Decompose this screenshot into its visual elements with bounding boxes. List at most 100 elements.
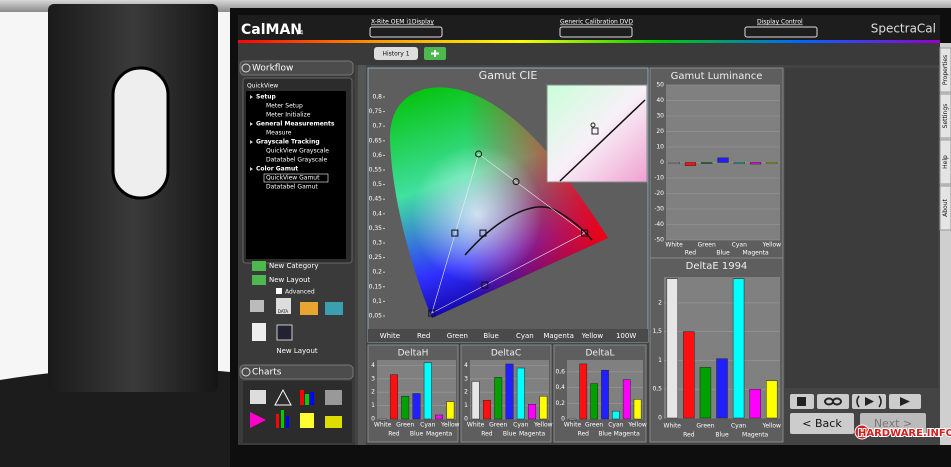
charts-title: Charts [252, 368, 282, 378]
y-tick-label: 0,5 [372, 181, 382, 188]
x-tick-label: Magenta [614, 431, 641, 438]
y-tick-label: 0,75 [369, 108, 383, 115]
chart-icon[interactable] [300, 413, 314, 428]
x-tick-label: Green [396, 422, 414, 429]
workflow-title: Workflow [252, 64, 293, 74]
y-tick-label: 0,5 [652, 386, 662, 393]
x-tick-label: Cyan [731, 423, 746, 430]
y-tick-label: 2 [464, 389, 468, 396]
bar [750, 163, 761, 165]
y-tick-label: 0,1 [372, 298, 382, 305]
bar [634, 399, 641, 419]
x-tick-label: Blue [715, 432, 729, 439]
bar [435, 415, 442, 419]
chart-icon[interactable] [325, 416, 342, 428]
watermark: HARDWARE.INFO [858, 428, 951, 439]
x-tick-label: Cyan [513, 422, 528, 429]
y-tick-label: -50 [654, 237, 664, 244]
y-tick-label: 30 [656, 113, 664, 120]
icon-save[interactable] [277, 325, 292, 340]
x-tick-label: Red [578, 431, 590, 438]
new-layout-icon[interactable] [252, 275, 266, 285]
tree-group[interactable]: General Measurements [256, 121, 335, 128]
icon-page[interactable] [252, 323, 266, 341]
x-tick-label: Yellow [627, 422, 647, 429]
splitter[interactable] [358, 65, 366, 445]
advanced-checkbox[interactable] [276, 288, 282, 294]
x-tick-label: Red [481, 431, 493, 438]
patch-label[interactable]: Red [417, 332, 430, 340]
icon-open[interactable] [325, 302, 343, 315]
y-tick-label: 0,05 [369, 313, 383, 320]
y-tick-label: -40 [654, 221, 664, 228]
y-tick-label: -20 [654, 190, 664, 197]
chart-icon[interactable] [281, 410, 284, 428]
bar [494, 377, 501, 419]
y-tick-label: 0,45 [369, 196, 383, 203]
side-tab-label: Settings [942, 104, 949, 129]
x-tick-label: Red [683, 432, 695, 439]
tree-group[interactable]: Grayscale Tracking [256, 139, 320, 146]
tree-item[interactable]: Meter Initialize [266, 112, 311, 119]
bar [612, 411, 619, 419]
tree-item[interactable]: Measure [266, 130, 292, 137]
y-tick-label: -30 [654, 206, 664, 213]
patch-label[interactable]: 100W [616, 332, 636, 340]
new-category[interactable]: New Category [269, 262, 318, 270]
app-logo: CalMAN [241, 22, 302, 38]
tree-item[interactable]: QuickView Grayscale [266, 148, 329, 155]
side-tab-label: About [942, 198, 949, 216]
y-tick-label: 0,15 [369, 283, 383, 290]
bar [766, 163, 777, 164]
chart-icon[interactable] [250, 390, 266, 404]
y-tick-label: 0,2 [555, 400, 565, 407]
workflow-root[interactable]: QuickView [247, 83, 278, 90]
x-tick-label: Yellow [533, 422, 553, 429]
icon-print[interactable] [250, 300, 264, 312]
bar [506, 364, 513, 419]
tree-item[interactable]: Meter Setup [266, 103, 303, 110]
patch-label[interactable]: Yellow [581, 332, 604, 340]
y-tick-label: 0,6 [555, 368, 565, 375]
chart-icon[interactable] [286, 416, 289, 428]
rainbow-line [238, 40, 940, 43]
y-tick-label: 3 [464, 375, 468, 382]
patch-label[interactable]: Blue [483, 332, 499, 340]
y-tick-label: 0,65 [369, 137, 383, 144]
chart-icon[interactable] [300, 390, 304, 405]
new-layout[interactable]: New Layout [269, 276, 311, 284]
back-label: < Back [802, 417, 842, 430]
tree-item[interactable]: Datatabel Grayscale [266, 157, 328, 164]
bar [718, 158, 729, 163]
y-tick-label: 0,4 [372, 210, 382, 217]
patch-label[interactable]: Cyan [516, 332, 534, 340]
tree-group[interactable]: Color Gamut [256, 166, 298, 173]
chart-title: DeltaL [585, 349, 614, 359]
chart-title: Gamut CIE [479, 69, 538, 82]
tree-item[interactable]: Datatabel Gamut [266, 184, 318, 191]
y-tick-label: 2 [658, 299, 662, 306]
y-tick-label: -10 [654, 175, 664, 182]
bar [569, 419, 576, 420]
y-tick-label: 1 [464, 402, 468, 409]
chart-icon[interactable] [305, 394, 309, 405]
layout-icon-label: New Layout [276, 347, 318, 355]
tree-item[interactable]: QuickView Gamut [266, 175, 320, 182]
tree-group[interactable]: Setup [256, 94, 277, 101]
patch-label[interactable]: Magenta [543, 332, 574, 340]
patch-label[interactable]: Green [447, 332, 468, 340]
stop-icon [797, 397, 806, 406]
chart-icon[interactable] [310, 392, 314, 405]
icon-folder[interactable] [300, 302, 318, 315]
bar [683, 332, 694, 418]
patch-label[interactable]: White [380, 332, 400, 340]
y-tick-label: 2 [371, 389, 375, 396]
x-tick-label: Blue [716, 250, 730, 257]
y-tick-label: 4 [464, 362, 468, 369]
y-tick-label: 10 [656, 144, 664, 151]
chart-icon[interactable] [276, 414, 279, 428]
chart-icon[interactable] [325, 390, 342, 405]
x-tick-label: White [664, 423, 682, 430]
new-category-icon[interactable] [252, 261, 266, 271]
y-tick-label: 1,5 [652, 328, 662, 335]
